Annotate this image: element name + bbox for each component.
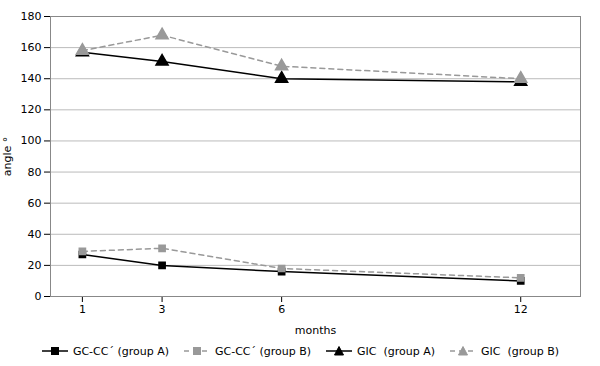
svg-text:100: 100 xyxy=(21,134,42,147)
svg-text:1: 1 xyxy=(79,303,86,316)
svg-text:40: 40 xyxy=(28,228,42,241)
svg-text:140: 140 xyxy=(21,72,42,85)
svg-text:months: months xyxy=(295,324,337,337)
html-text:GIC (group B): GIC (group B) xyxy=(481,344,560,358)
svg-text:6: 6 xyxy=(278,303,285,316)
svg-text:3: 3 xyxy=(159,303,166,316)
svg-text:80: 80 xyxy=(28,166,42,179)
svg-text:60: 60 xyxy=(28,197,42,210)
svg-text:12: 12 xyxy=(514,303,528,316)
html-text:GIC (group A): GIC (group A) xyxy=(357,344,436,358)
svg-text:0: 0 xyxy=(35,290,42,303)
svg-text:160: 160 xyxy=(21,41,42,54)
svg-text:20: 20 xyxy=(28,259,42,272)
svg-text:120: 120 xyxy=(21,103,42,116)
html-text:GC-CC´ (group B): GC-CC´ (group B) xyxy=(215,344,312,358)
svg-text:angle °: angle ° xyxy=(1,137,14,177)
svg-text:180: 180 xyxy=(21,10,42,23)
html-text:GC-CC´ (group A): GC-CC´ (group A) xyxy=(72,344,169,358)
